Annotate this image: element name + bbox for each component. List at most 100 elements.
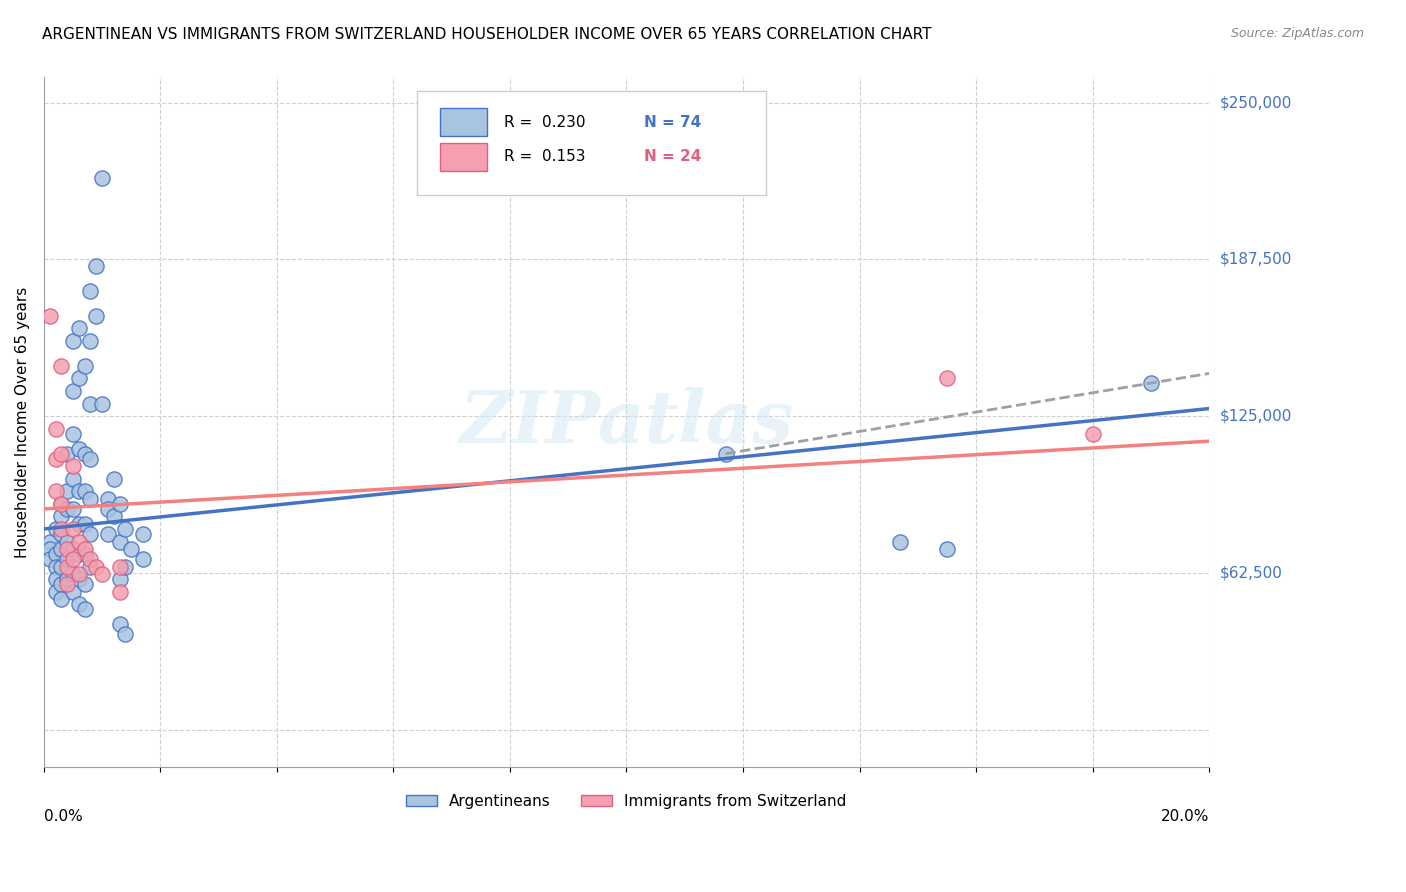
Point [56,484,79,499]
Point [56,552,79,566]
Point [114,559,136,574]
Point [108,617,131,632]
Point [108,572,131,586]
Point [62,459,84,474]
Point [56,577,79,591]
Point [45,522,67,536]
Text: ZIPatlas: ZIPatlas [460,387,793,458]
Point [67,321,90,335]
Point [67,484,90,499]
Point [51,527,73,541]
Point [86,259,108,273]
Point [51,577,73,591]
Point [62,472,84,486]
Point [79,552,101,566]
Point [51,359,73,373]
Point [51,497,73,511]
Point [1140,376,1163,391]
Point [56,447,79,461]
Point [108,534,131,549]
Text: N = 24: N = 24 [644,149,702,164]
Point [91,567,114,582]
Text: N = 74: N = 74 [644,115,702,129]
Point [73,547,96,561]
Point [79,527,101,541]
Point [114,627,136,641]
Point [38,309,60,323]
Point [935,371,957,385]
Point [73,577,96,591]
Point [62,384,84,398]
Text: 20.0%: 20.0% [1161,809,1209,823]
Point [73,447,96,461]
Text: $125,000: $125,000 [1220,409,1292,424]
Point [97,491,120,506]
Point [889,534,911,549]
Point [67,567,90,582]
Text: Source: ZipAtlas.com: Source: ZipAtlas.com [1230,27,1364,40]
Bar [440,109,486,136]
Point [132,552,155,566]
Point [79,334,101,348]
Point [51,522,73,536]
Point [51,592,73,607]
Text: ARGENTINEAN VS IMMIGRANTS FROM SWITZERLAND HOUSEHOLDER INCOME OVER 65 YEARS CORR: ARGENTINEAN VS IMMIGRANTS FROM SWITZERLA… [42,27,932,42]
Point [45,451,67,466]
Point [91,170,114,185]
Point [1081,426,1104,441]
Point [67,572,90,586]
Point [62,567,84,582]
Point [120,542,142,557]
Point [62,552,84,566]
Point [67,534,90,549]
Point [79,491,101,506]
Point [62,542,84,557]
Point [45,572,67,586]
Y-axis label: Householder Income Over 65 years: Householder Income Over 65 years [15,286,30,558]
Point [67,442,90,456]
Point [73,602,96,616]
Point [67,597,90,611]
Point [103,472,125,486]
Legend: Argentineans, Immigrants from Switzerland: Argentineans, Immigrants from Switzerlan… [401,788,852,814]
Text: $62,500: $62,500 [1220,566,1284,581]
Point [67,516,90,531]
Point [51,542,73,557]
Point [114,522,136,536]
Point [73,484,96,499]
Point [38,534,60,549]
Point [79,396,101,410]
Point [56,542,79,557]
Point [56,572,79,586]
Point [51,497,73,511]
Point [108,559,131,574]
Point [108,584,131,599]
Point [108,497,131,511]
Point [62,426,84,441]
Point [86,559,108,574]
Point [56,502,79,516]
Point [714,447,737,461]
Point [45,484,67,499]
Point [45,547,67,561]
Point [62,502,84,516]
Point [62,522,84,536]
Point [45,422,67,436]
Text: 0.0%: 0.0% [44,809,83,823]
Point [62,334,84,348]
Text: $187,500: $187,500 [1220,252,1292,267]
Point [97,502,120,516]
Point [73,542,96,557]
Point [67,371,90,385]
Point [79,559,101,574]
Point [935,542,957,557]
Point [132,527,155,541]
Point [51,509,73,524]
Point [73,359,96,373]
Text: $250,000: $250,000 [1220,95,1292,110]
Point [38,552,60,566]
Point [45,584,67,599]
Point [38,542,60,557]
Point [97,527,120,541]
Point [79,451,101,466]
